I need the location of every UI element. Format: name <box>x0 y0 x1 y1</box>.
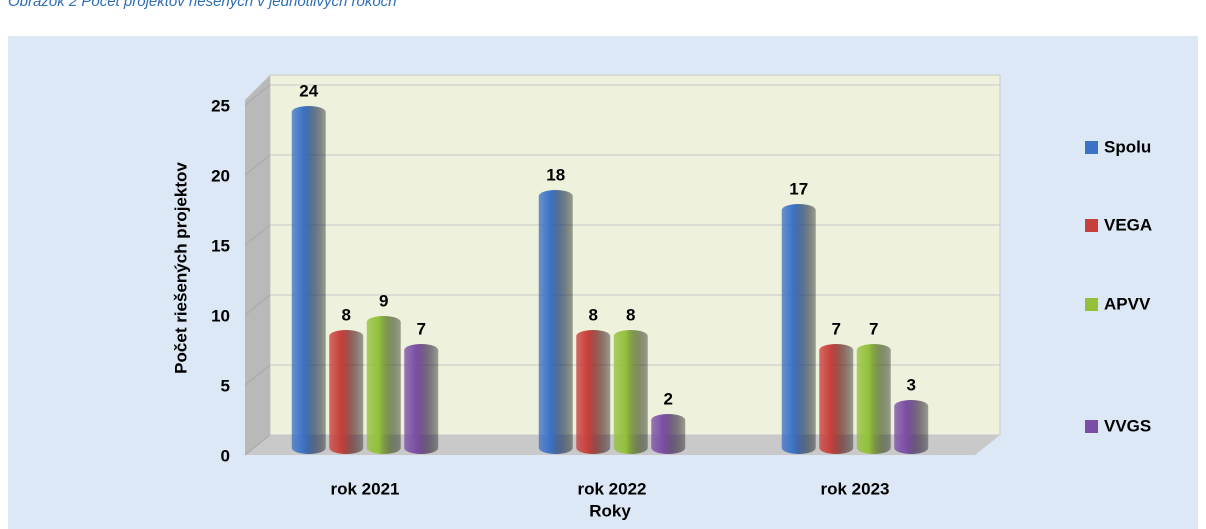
data-label: 8 <box>342 305 351 324</box>
data-label: 9 <box>379 291 388 310</box>
tick-mark <box>244 364 271 386</box>
y-tick-label: 25 <box>211 96 230 115</box>
data-label: 24 <box>299 81 318 100</box>
bar <box>291 106 326 455</box>
x-axis-title: Roky <box>589 501 631 520</box>
tick-mark <box>244 434 271 456</box>
bar <box>781 204 816 455</box>
legend-label: VEGA <box>1104 215 1152 234</box>
data-label: 17 <box>789 179 808 198</box>
y-tick-label: 10 <box>211 306 230 325</box>
legend-swatch <box>1085 420 1098 433</box>
y-axis-title: Počet riešených projektov <box>171 162 190 374</box>
y-tick-label: 15 <box>211 236 230 255</box>
side-wall <box>245 75 270 455</box>
bar <box>856 344 891 455</box>
bar <box>576 330 611 455</box>
y-tick-label: 20 <box>211 166 230 185</box>
legend-swatch <box>1085 141 1098 154</box>
x-tick-label: rok 2022 <box>578 479 647 498</box>
y-tick-label: 5 <box>221 376 230 395</box>
bar <box>819 344 854 455</box>
bar <box>329 330 364 455</box>
data-label: 7 <box>869 319 878 338</box>
bar <box>894 400 929 455</box>
bar <box>366 316 401 455</box>
tick-mark <box>244 154 271 176</box>
data-label: 7 <box>417 319 426 338</box>
y-tick-label: 0 <box>221 446 230 465</box>
tick-mark <box>244 224 271 246</box>
caption: Obrázok 2 Počet projektov riešených v je… <box>8 0 397 10</box>
legend-label: VVGS <box>1104 416 1151 435</box>
data-label: 2 <box>664 389 673 408</box>
bar <box>538 190 573 455</box>
bar <box>613 330 648 455</box>
data-label: 8 <box>626 305 635 324</box>
data-label: 3 <box>907 375 916 394</box>
legend-swatch <box>1085 219 1098 232</box>
bar <box>404 344 439 455</box>
tick-mark <box>244 294 271 316</box>
x-tick-label: rok 2021 <box>331 479 400 498</box>
x-tick-label: rok 2023 <box>821 479 890 498</box>
data-label: 8 <box>589 305 598 324</box>
legend-label: APVV <box>1104 294 1151 313</box>
data-label: 7 <box>832 319 841 338</box>
bar <box>651 414 686 455</box>
legend-label: Spolu <box>1104 137 1151 156</box>
data-label: 18 <box>546 165 565 184</box>
legend-swatch <box>1085 298 1098 311</box>
tick-mark <box>244 84 271 106</box>
